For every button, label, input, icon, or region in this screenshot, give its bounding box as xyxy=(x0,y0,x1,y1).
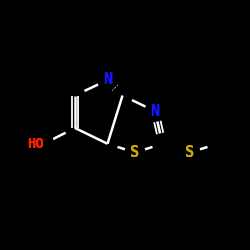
Text: N: N xyxy=(150,104,160,119)
FancyBboxPatch shape xyxy=(150,103,161,119)
FancyBboxPatch shape xyxy=(102,72,113,88)
FancyBboxPatch shape xyxy=(130,144,141,160)
FancyBboxPatch shape xyxy=(35,136,52,152)
Text: N: N xyxy=(150,104,160,119)
Text: N: N xyxy=(103,72,112,88)
Text: HO: HO xyxy=(27,137,44,151)
FancyBboxPatch shape xyxy=(184,144,196,160)
Text: S: S xyxy=(186,145,194,160)
Text: HO: HO xyxy=(27,137,44,151)
Text: N: N xyxy=(103,72,112,88)
Text: S: S xyxy=(130,145,140,160)
Text: S: S xyxy=(130,145,140,160)
Text: S: S xyxy=(186,145,194,160)
